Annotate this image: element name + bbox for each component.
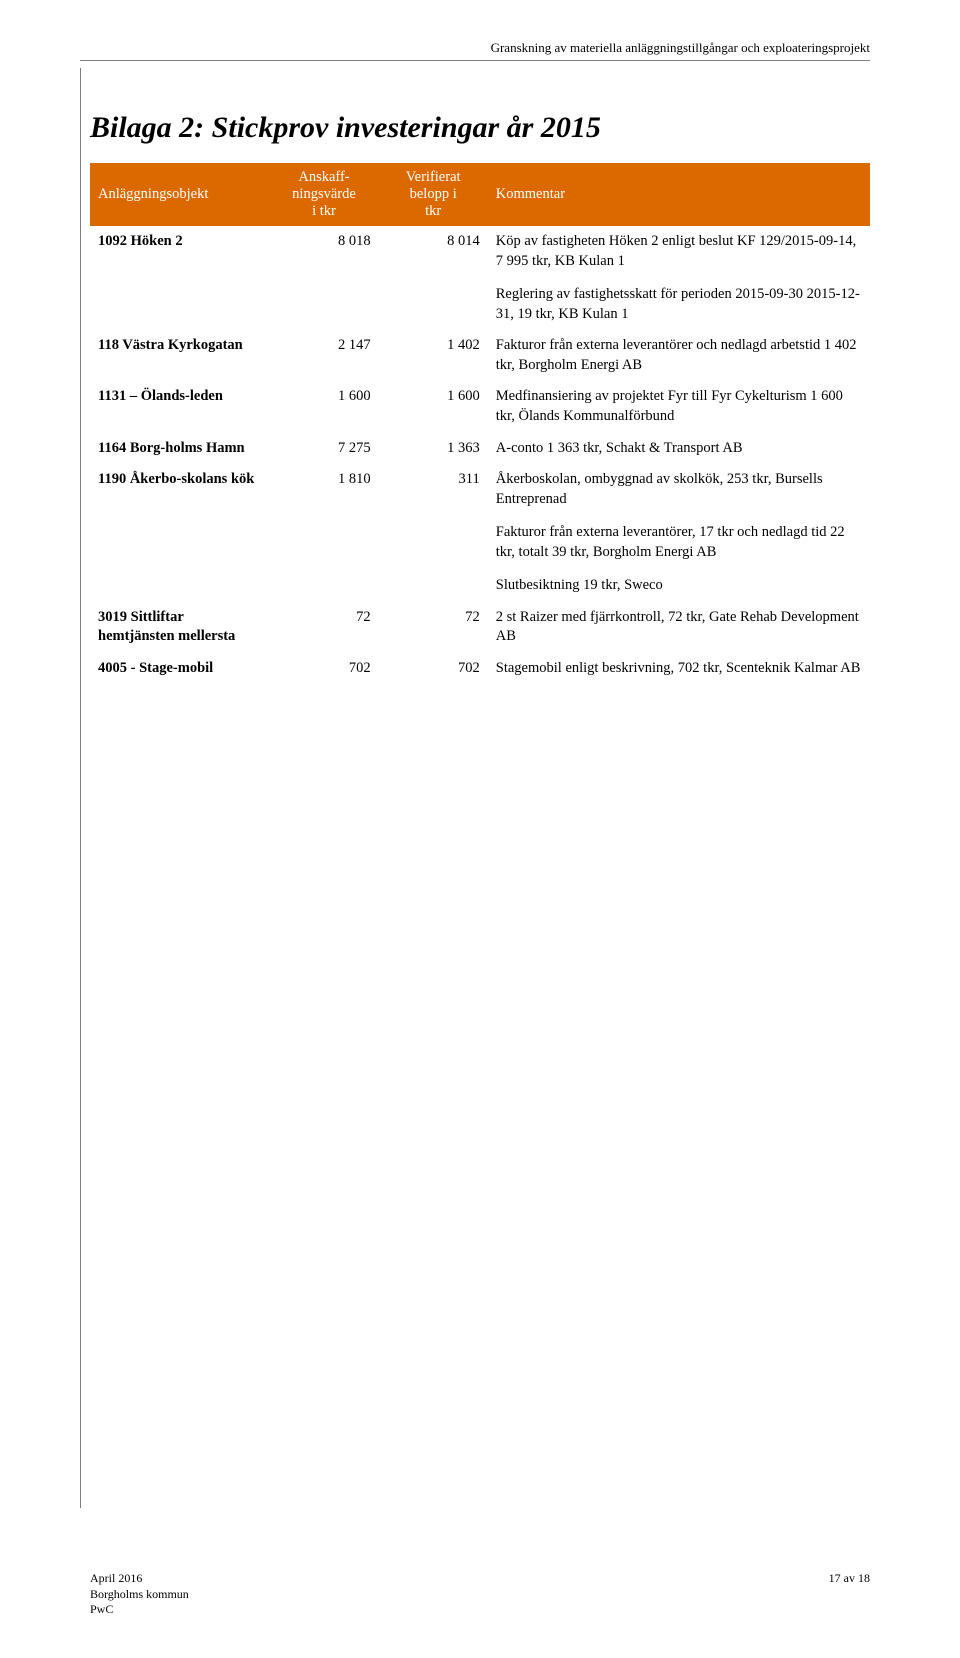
footer-org: Borgholms kommun — [90, 1587, 189, 1603]
cell-anskaff: 1 810 — [269, 464, 378, 602]
header-rule — [80, 60, 870, 61]
page-footer: April 2016 Borgholms kommun PwC 17 av 18 — [90, 1571, 870, 1618]
table-row: 4005 - Stage-mobil 702 702 Stagemobil en… — [90, 653, 870, 685]
cell-objekt: 1190 Åkerbo-skolans kök — [90, 464, 269, 602]
table-row: 118 Västra Kyrkogatan 2 147 1 402 Faktur… — [90, 330, 870, 381]
cell-verif: 8 014 — [379, 226, 488, 330]
cell-verif: 1 363 — [379, 433, 488, 465]
running-header: Granskning av materiella anläggningstill… — [90, 40, 870, 56]
col-header-kommentar: Kommentar — [488, 163, 870, 226]
footer-left: April 2016 Borgholms kommun PwC — [90, 1571, 189, 1618]
cell-verif: 1 600 — [379, 381, 488, 432]
cell-objekt: 4005 - Stage-mobil — [90, 653, 269, 685]
cell-anskaff: 8 018 — [269, 226, 378, 330]
cell-kommentar: Fakturor från externa leverantörer och n… — [488, 330, 870, 381]
cell-kommentar: Stagemobil enligt beskrivning, 702 tkr, … — [488, 653, 870, 685]
cell-objekt: 3019 Sittliftar hemtjänsten mellersta — [90, 602, 269, 653]
cell-anskaff: 1 600 — [269, 381, 378, 432]
col-header-objekt: Anläggningsobjekt — [90, 163, 269, 226]
table-row: 1131 – Ölands-leden 1 600 1 600 Medfinan… — [90, 381, 870, 432]
cell-objekt: 118 Västra Kyrkogatan — [90, 330, 269, 381]
footer-page: 17 av 18 — [829, 1571, 870, 1586]
cell-verif: 1 402 — [379, 330, 488, 381]
cell-kommentar: Åkerboskolan, ombyggnad av skolkök, 253 … — [488, 464, 870, 602]
cell-kommentar: 2 st Raizer med fjärrkontroll, 72 tkr, G… — [488, 602, 870, 653]
col-header-anskaff: Anskaff- ningsvärde i tkr — [269, 163, 378, 226]
cell-anskaff: 702 — [269, 653, 378, 685]
cell-verif: 311 — [379, 464, 488, 602]
cell-anskaff: 72 — [269, 602, 378, 653]
footer-firm: PwC — [90, 1602, 189, 1618]
table-row: 1092 Höken 2 8 018 8 014 Köp av fastighe… — [90, 226, 870, 330]
cell-objekt: 1164 Borg-holms Hamn — [90, 433, 269, 465]
cell-objekt: 1092 Höken 2 — [90, 226, 269, 330]
cell-kommentar: Köp av fastigheten Höken 2 enligt beslut… — [488, 226, 870, 330]
col-header-verif: Verifierat belopp i tkr — [379, 163, 488, 226]
table-row: 1164 Borg-holms Hamn 7 275 1 363 A-conto… — [90, 433, 870, 465]
cell-verif: 702 — [379, 653, 488, 685]
page-title: Bilaga 2: Stickprov investeringar år 201… — [90, 111, 870, 145]
cell-kommentar: Medfinansiering av projektet Fyr till Fy… — [488, 381, 870, 432]
cell-anskaff: 7 275 — [269, 433, 378, 465]
table-row: 1190 Åkerbo-skolans kök 1 810 311 Åkerbo… — [90, 464, 870, 602]
investeringar-table: Anläggningsobjekt Anskaff- ningsvärde i … — [90, 163, 870, 685]
cell-anskaff: 2 147 — [269, 330, 378, 381]
table-row: 3019 Sittliftar hemtjänsten mellersta 72… — [90, 602, 870, 653]
cell-objekt: 1131 – Ölands-leden — [90, 381, 269, 432]
margin-rule — [80, 68, 81, 1508]
footer-date: April 2016 — [90, 1571, 189, 1587]
cell-kommentar: A-conto 1 363 tkr, Schakt & Transport AB — [488, 433, 870, 465]
table-header-row: Anläggningsobjekt Anskaff- ningsvärde i … — [90, 163, 870, 226]
cell-verif: 72 — [379, 602, 488, 653]
